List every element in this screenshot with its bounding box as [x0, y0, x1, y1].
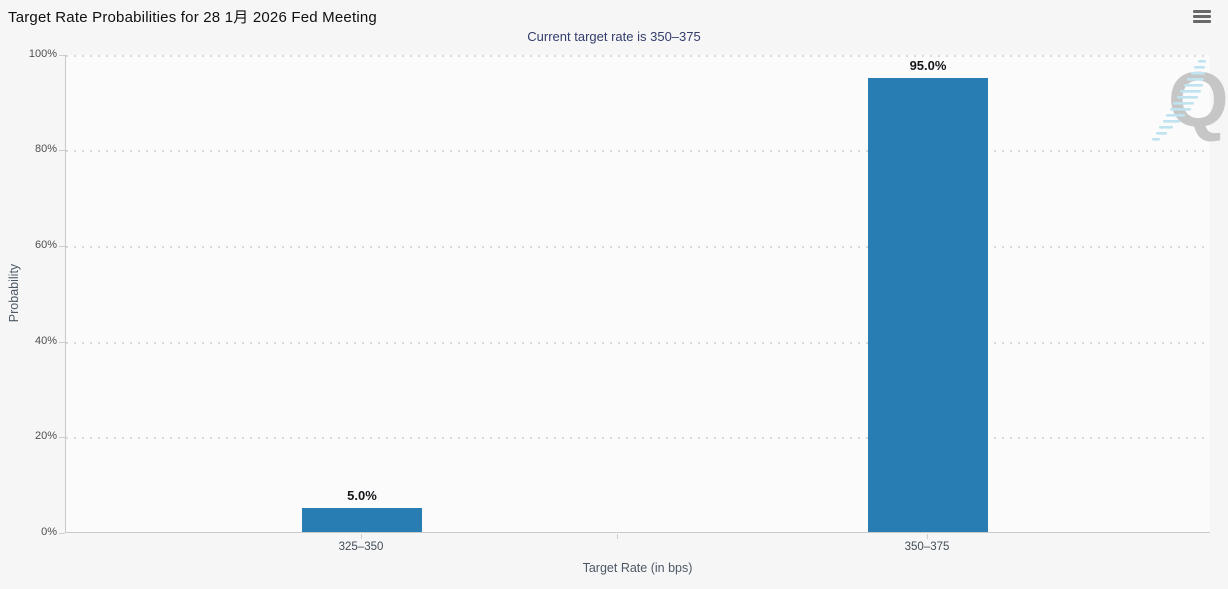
y-axis-tick-mark [59, 246, 65, 247]
y-axis-tick-mark [59, 55, 65, 56]
gridline-20 [66, 437, 1210, 439]
bar-value-label: 5.0% [347, 488, 377, 504]
gridline-60 [66, 246, 1210, 248]
y-axis-tick-label: 0% [41, 526, 57, 538]
chart-context-menu-button[interactable] [1190, 5, 1214, 27]
probability-bar-325-350 [302, 508, 422, 532]
y-axis-title: Probability [7, 263, 21, 323]
hamburger-menu-icon [1193, 19, 1211, 23]
chart-subtitle: Current target rate is 350–375 [527, 29, 701, 44]
bar-group-350-375: 95.0% [868, 54, 988, 532]
x-axis-category-label: 325–350 [338, 541, 384, 553]
y-axis-tick-mark [59, 437, 65, 438]
x-axis-tick-mark [361, 534, 362, 539]
y-axis-tick-mark [59, 342, 65, 343]
x-axis-tick-mark [617, 534, 618, 539]
y-axis-tick-label: 40% [34, 335, 57, 347]
hamburger-menu-icon [1193, 9, 1211, 13]
y-axis-tick-label: 60% [34, 239, 57, 251]
bar-value-label: 95.0% [909, 57, 947, 73]
x-axis-tick-mark [927, 534, 928, 539]
bar-group-325-350: 5.0% [302, 54, 422, 532]
gridline-40 [66, 342, 1210, 344]
y-axis-tick-mark [59, 533, 65, 534]
x-axis-title: Target Rate (in bps) [582, 561, 693, 575]
x-axis-category-label: 350–375 [904, 541, 950, 553]
y-axis-tick-label: 20% [34, 430, 57, 442]
chart-title: Target Rate Probabilities for 28 1月 2026… [8, 9, 377, 26]
y-axis-tick-label: 80% [34, 143, 57, 155]
plot-area: 5.0% 95.0% [65, 55, 1210, 533]
probability-bar-350-375 [868, 77, 988, 532]
hamburger-menu-icon [1193, 14, 1211, 18]
gridline-80 [66, 150, 1210, 152]
gridline-100 [66, 55, 1210, 57]
y-axis-tick-label: 100% [28, 48, 57, 60]
y-axis-tick-mark [59, 150, 65, 151]
